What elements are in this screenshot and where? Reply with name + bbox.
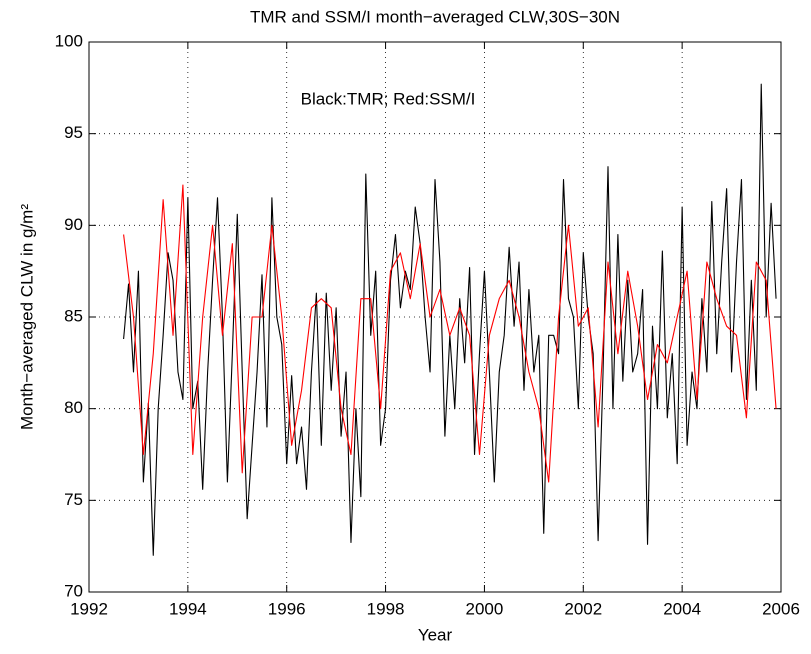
y-tick-label: 95 (64, 123, 83, 142)
y-tick-label: 75 (64, 490, 83, 509)
x-tick-label: 1994 (169, 599, 207, 618)
x-tick-label: 2004 (663, 599, 701, 618)
x-tick-label: 2006 (762, 599, 800, 618)
y-tick-label: 70 (64, 581, 83, 600)
y-axis-label: Month−averaged CLW in g/m² (17, 204, 36, 430)
annotation: Black:TMR; Red:SSM/I (301, 89, 476, 108)
y-tick-label: 80 (64, 398, 83, 417)
x-tick-label: 1996 (268, 599, 306, 618)
y-tick-label: 85 (64, 306, 83, 325)
series-line (123, 184, 777, 483)
x-axis-label: Year (418, 625, 453, 644)
x-tick-label: 1992 (70, 599, 108, 618)
y-tick-label: 100 (55, 31, 83, 50)
y-tick-label: 90 (64, 215, 83, 234)
plot-frame (88, 41, 782, 593)
chart-title: TMR and SSM/I month−averaged CLW,30S−30N (250, 7, 620, 26)
x-tick-label: 2002 (564, 599, 602, 618)
x-tick-label: 1998 (367, 599, 405, 618)
x-tick-label: 2000 (466, 599, 504, 618)
